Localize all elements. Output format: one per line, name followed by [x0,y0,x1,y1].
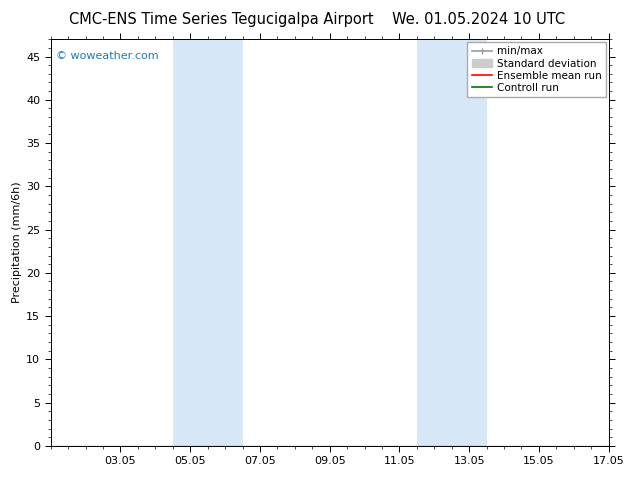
Y-axis label: Precipitation (mm/6h): Precipitation (mm/6h) [12,182,22,303]
Bar [172,39,242,446]
Text: © woweather.com: © woweather.com [56,51,159,61]
Text: CMC-ENS Time Series Tegucigalpa Airport    We. 01.05.2024 10 UTC: CMC-ENS Time Series Tegucigalpa Airport … [69,12,565,27]
Legend: min/max, Standard deviation, Ensemble mean run, Controll run: min/max, Standard deviation, Ensemble me… [467,42,605,97]
Bar [417,39,487,446]
